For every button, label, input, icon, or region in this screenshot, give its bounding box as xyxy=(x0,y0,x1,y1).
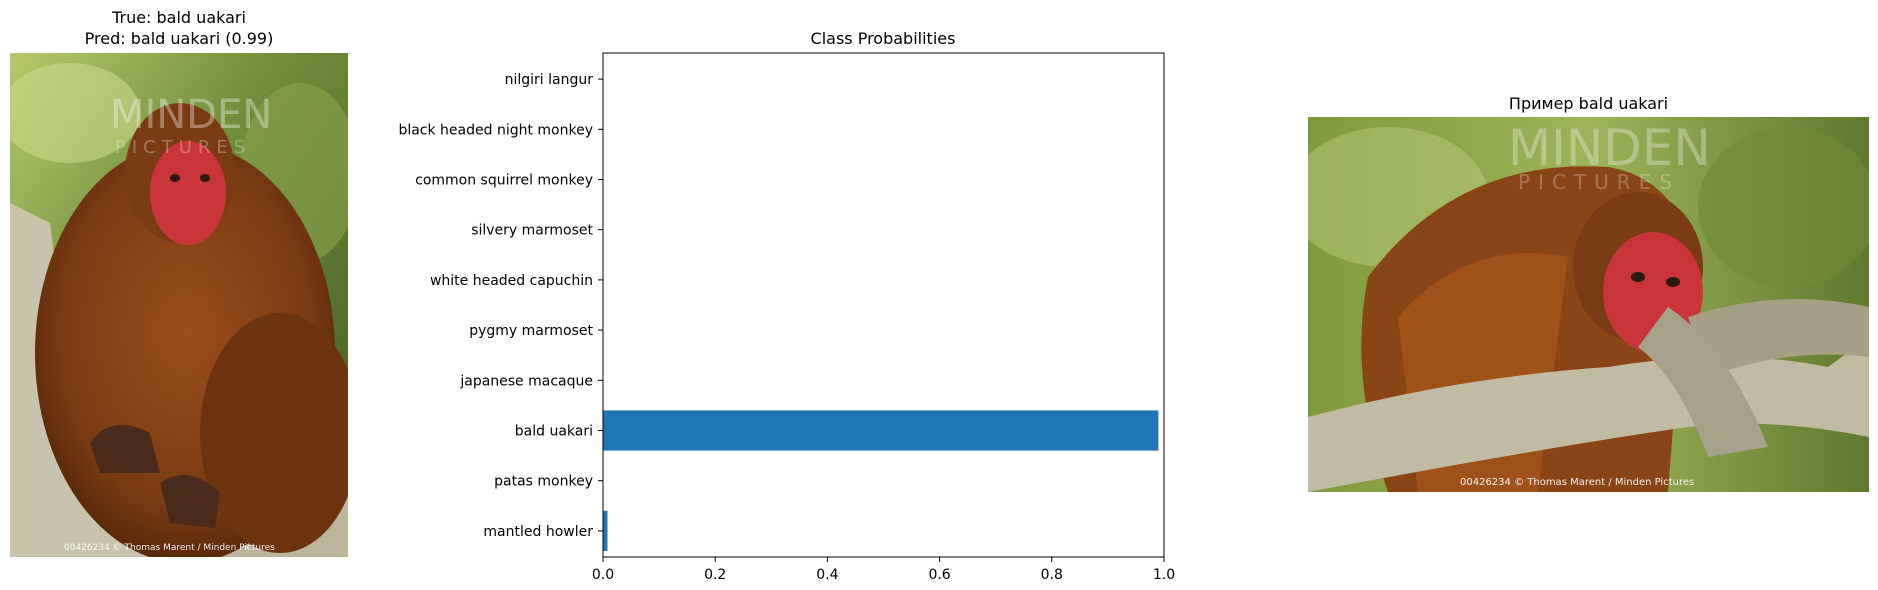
left-photo-credit: 00426234 © Thomas Marent / Minden Pictur… xyxy=(64,543,275,553)
right-monkey-photo: MINDEN PICTURES 00426234 © Thomas Marent… xyxy=(1308,117,1869,492)
bar-mantled-howler xyxy=(603,510,608,551)
right-photo-illustration: MINDEN PICTURES 00426234 © Thomas Marent… xyxy=(1308,117,1869,492)
y-tick-label: black headed night monkey xyxy=(398,122,593,138)
right-title: Пример bald uakari xyxy=(1508,94,1669,113)
bar-bald-uakari xyxy=(603,410,1159,451)
y-tick-label: bald uakari xyxy=(515,423,593,439)
left-title-true: True: bald uakari xyxy=(112,8,246,27)
left-monkey-photo: MINDEN PICTURES 00426234 © Thomas Marent… xyxy=(10,53,348,557)
plot-frame xyxy=(602,52,1165,558)
x-tick-label: 0.0 xyxy=(592,567,614,583)
left-watermark-text: MINDEN xyxy=(110,92,272,138)
x-tick-label: 1.0 xyxy=(1153,567,1175,583)
left-watermark-subtext: PICTURES xyxy=(115,137,251,158)
y-tick-label: mantled howler xyxy=(483,524,593,540)
y-tick-label: white headed capuchin xyxy=(430,273,593,289)
x-tick-label: 0.2 xyxy=(704,567,726,583)
x-tick-label: 0.6 xyxy=(928,567,950,583)
right-watermark-subtext: PICTURES xyxy=(1518,170,1680,194)
y-tick-label: silvery marmoset xyxy=(471,223,593,239)
x-ticks: 0.0 0.2 0.4 0.6 0.8 1.0 xyxy=(592,557,1175,583)
right-watermark-text: MINDEN xyxy=(1508,119,1711,177)
chart-title: Class Probabilities xyxy=(811,29,956,48)
left-title-pred: Pred: bald uakari (0.99) xyxy=(84,29,274,48)
bars-group xyxy=(603,59,1159,551)
left-photo-illustration: MINDEN PICTURES 00426234 © Thomas Marent… xyxy=(10,53,348,557)
right-photo-credit: 00426234 © Thomas Marent / Minden Pictur… xyxy=(1460,477,1694,488)
y-tick-label: patas monkey xyxy=(494,474,593,490)
y-tick-label: nilgiri langur xyxy=(505,72,594,88)
y-tick-label: common squirrel monkey xyxy=(415,173,593,189)
x-tick-label: 0.4 xyxy=(816,567,838,583)
y-tick-label: japanese macaque xyxy=(459,373,593,389)
y-tick-labels: mantled howler patas monkey bald uakari jap… xyxy=(398,72,603,540)
y-tick-label: pygmy marmoset xyxy=(469,323,593,339)
x-tick-label: 0.8 xyxy=(1041,567,1063,583)
